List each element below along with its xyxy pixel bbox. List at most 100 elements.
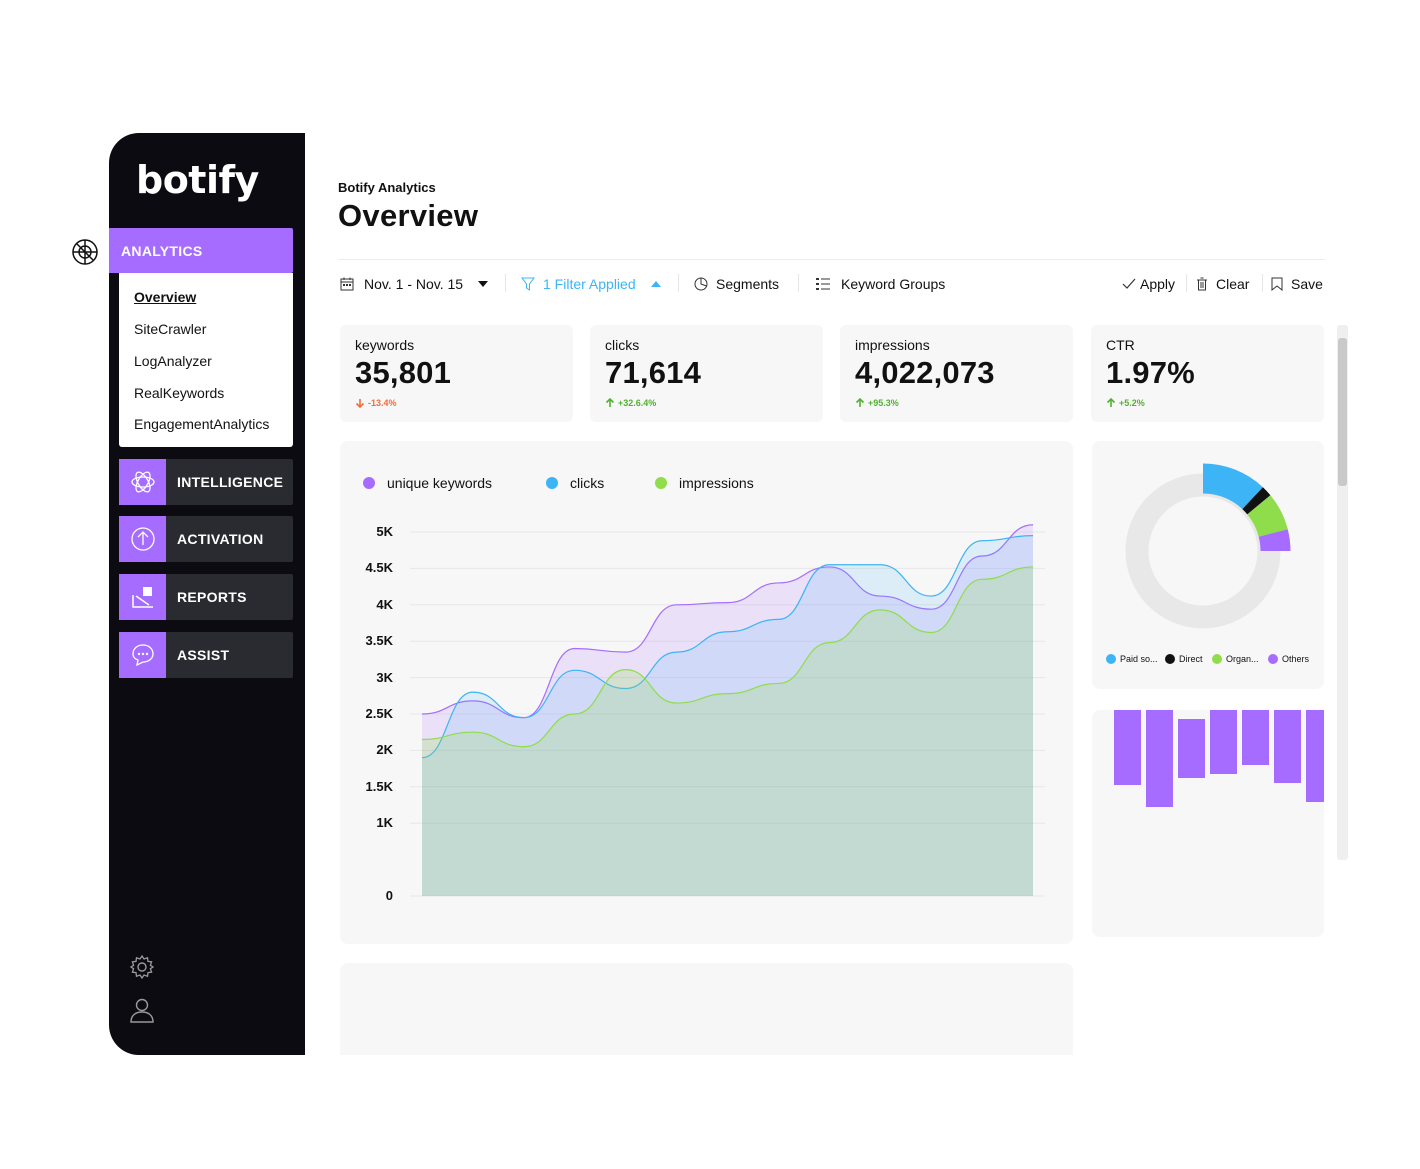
- submenu-sitecrawler[interactable]: SiteCrawler: [134, 321, 207, 337]
- y-tick-label: 1K: [376, 815, 393, 831]
- donut-legend-paid[interactable]: Paid so...: [1106, 654, 1158, 664]
- arrow-down-icon: [355, 399, 365, 408]
- y-tick-label: 1.5K: [365, 778, 393, 794]
- legend-swatch: [546, 477, 558, 489]
- breadcrumb[interactable]: Botify Analytics: [338, 180, 436, 195]
- toolbar-divider: [505, 274, 506, 292]
- bar-6[interactable]: [1306, 710, 1324, 802]
- donut-slice-1[interactable]: [1242, 487, 1271, 515]
- legend-swatch: [363, 477, 375, 489]
- keyword-groups-button[interactable]: Keyword Groups: [815, 276, 945, 292]
- segments-label: Segments: [716, 276, 780, 292]
- filter-toggle[interactable]: 1 Filter Applied: [521, 276, 662, 292]
- arrow-up-icon: [1106, 398, 1116, 407]
- nav-reports-label: REPORTS: [177, 589, 247, 605]
- filter-label: 1 Filter Applied: [543, 276, 636, 292]
- kpi-delta: +95.3%: [855, 398, 899, 408]
- submenu-realkeywords[interactable]: RealKeywords: [134, 385, 225, 401]
- header-divider: [338, 259, 1325, 260]
- secondary-panel: [340, 963, 1073, 1055]
- save-label: Save: [1291, 276, 1323, 292]
- y-tick-label: 2.5K: [365, 706, 393, 721]
- save-button[interactable]: Save: [1271, 276, 1323, 292]
- legend-clicks[interactable]: clicks: [546, 475, 604, 491]
- nav-analytics[interactable]: ANALYTICS: [109, 228, 293, 273]
- series-area-1: [422, 535, 1033, 896]
- legend-label: impressions: [679, 475, 754, 491]
- nav-intelligence[interactable]: INTELLIGENCE: [119, 459, 293, 505]
- nav-activation[interactable]: ACTIVATION: [119, 516, 293, 562]
- arrow-up-icon: [855, 398, 865, 407]
- date-range-picker[interactable]: Nov. 1 - Nov. 15: [340, 276, 489, 292]
- pie-segment-icon: [694, 277, 708, 291]
- legend-label: Direct: [1179, 654, 1203, 664]
- kpi-delta: +32.6.4%: [605, 398, 656, 408]
- donut-slice-3[interactable]: [1258, 529, 1291, 551]
- kpi-delta-value: -13.4%: [368, 398, 397, 408]
- donut-slice-0[interactable]: [1203, 463, 1263, 510]
- sidebar: botify ANALYTICS Overview SiteCrawler Lo…: [109, 133, 305, 1055]
- legend-impressions[interactable]: impressions: [655, 475, 754, 491]
- legend-label: Paid so...: [1120, 654, 1158, 664]
- submenu-overview[interactable]: Overview: [134, 289, 197, 305]
- legend-swatch: [655, 477, 667, 489]
- legend-unique-keywords[interactable]: unique keywords: [363, 475, 492, 491]
- cursor-logo-icon: [72, 239, 98, 265]
- bar-3[interactable]: [1210, 710, 1237, 774]
- kpi-delta: -13.4%: [355, 398, 397, 408]
- scrollbar-thumb[interactable]: [1338, 338, 1347, 486]
- bar-1[interactable]: [1146, 710, 1173, 807]
- donut-legend-direct[interactable]: Direct: [1165, 654, 1203, 664]
- kpi-keywords[interactable]: keywords 35,801 -13.4%: [340, 325, 573, 422]
- list-icon: [816, 278, 830, 290]
- bar-5[interactable]: [1274, 710, 1301, 783]
- submenu-loganalyzer[interactable]: LogAnalyzer: [134, 353, 212, 369]
- bar-2[interactable]: [1178, 719, 1205, 778]
- nav-assist[interactable]: ASSIST: [119, 632, 293, 678]
- series-line-2[interactable]: [421, 566, 1034, 748]
- brand-logo[interactable]: botify: [136, 158, 259, 202]
- toolbar-divider: [678, 274, 679, 292]
- donut-slice-2[interactable]: [1247, 495, 1288, 537]
- legend-swatch: [1212, 654, 1222, 664]
- kpi-ctr[interactable]: CTR 1.97% +5.2%: [1091, 325, 1324, 422]
- trend-chart-panel: [340, 441, 1073, 944]
- nav-reports[interactable]: REPORTS: [119, 574, 293, 620]
- series-line-1[interactable]: [421, 535, 1034, 759]
- keyword-groups-label: Keyword Groups: [841, 276, 946, 292]
- scrollbar-track[interactable]: [1337, 325, 1348, 860]
- kpi-delta-value: +95.3%: [868, 398, 899, 408]
- kpi-label: clicks: [605, 337, 640, 353]
- y-tick-label: 4K: [376, 596, 393, 612]
- y-tick-label: 3K: [376, 669, 393, 685]
- legend-label: Others: [1282, 654, 1310, 664]
- series-area-2: [422, 566, 1033, 896]
- kpi-value: 1.97%: [1106, 355, 1195, 390]
- kpi-impressions[interactable]: impressions 4,022,073 +95.3%: [840, 325, 1073, 422]
- submenu-engagementanalytics[interactable]: EngagementAnalytics: [134, 416, 270, 432]
- clear-button[interactable]: Clear: [1196, 276, 1249, 292]
- segments-button[interactable]: Segments: [694, 276, 779, 292]
- bar-0[interactable]: [1114, 710, 1141, 785]
- kpi-label: CTR: [1106, 337, 1135, 353]
- donut-legend-organic[interactable]: Organ...: [1212, 654, 1259, 664]
- legend-swatch: [1165, 654, 1175, 664]
- toolbar-divider: [1262, 274, 1263, 292]
- kpi-clicks[interactable]: clicks 71,614 +32.6.4%: [590, 325, 823, 422]
- user-icon[interactable]: [129, 997, 155, 1023]
- bar-4[interactable]: [1242, 710, 1269, 765]
- donut-legend-others[interactable]: Others: [1268, 654, 1309, 664]
- kpi-delta: +5.2%: [1106, 398, 1145, 408]
- gear-icon[interactable]: [129, 954, 155, 980]
- caret-down-icon: [478, 281, 489, 287]
- kpi-label: impressions: [855, 337, 930, 353]
- y-tick-label: 0: [385, 888, 393, 903]
- trash-icon: [1197, 277, 1207, 291]
- analytics-submenu: Overview SiteCrawler LogAnalyzer RealKey…: [119, 273, 293, 447]
- toolbar-divider: [1186, 274, 1187, 292]
- kpi-value: 4,022,073: [855, 355, 995, 390]
- legend-swatch: [1268, 654, 1278, 664]
- apply-button[interactable]: Apply: [1122, 276, 1175, 292]
- kpi-value: 35,801: [355, 355, 452, 390]
- nav-activation-label: ACTIVATION: [177, 531, 264, 547]
